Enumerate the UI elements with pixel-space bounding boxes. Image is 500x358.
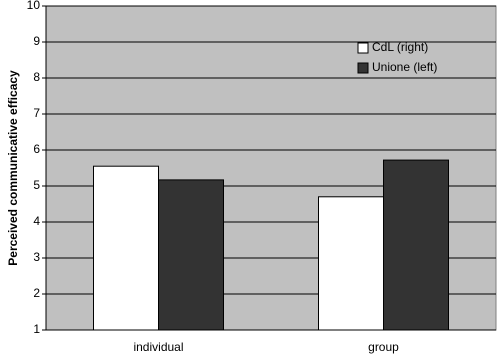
legend-label: Unione (left) [372,60,437,74]
y-tick-label: 8 [33,70,40,84]
y-tick-label: 2 [33,286,40,300]
legend-swatch [357,42,369,54]
legend-label: CdL (right) [372,40,428,54]
y-tick-label: 4 [33,214,40,228]
bar [158,179,224,331]
y-axis-label: Perceived communicative efficacy [6,70,20,266]
y-tick-label: 10 [27,0,41,12]
y-tick-label: 6 [33,142,40,156]
x-tick-label: individual [133,340,183,354]
y-tick-label: 9 [33,34,40,48]
y-tick-label: 5 [33,178,40,192]
legend-swatch [357,62,369,74]
bar [318,196,384,331]
y-tick-label: 3 [33,250,40,264]
bar [93,165,159,331]
y-tick-label: 1 [33,322,40,336]
y-tick-label: 7 [33,106,40,120]
bar [383,159,449,331]
x-tick-label: group [368,340,399,354]
